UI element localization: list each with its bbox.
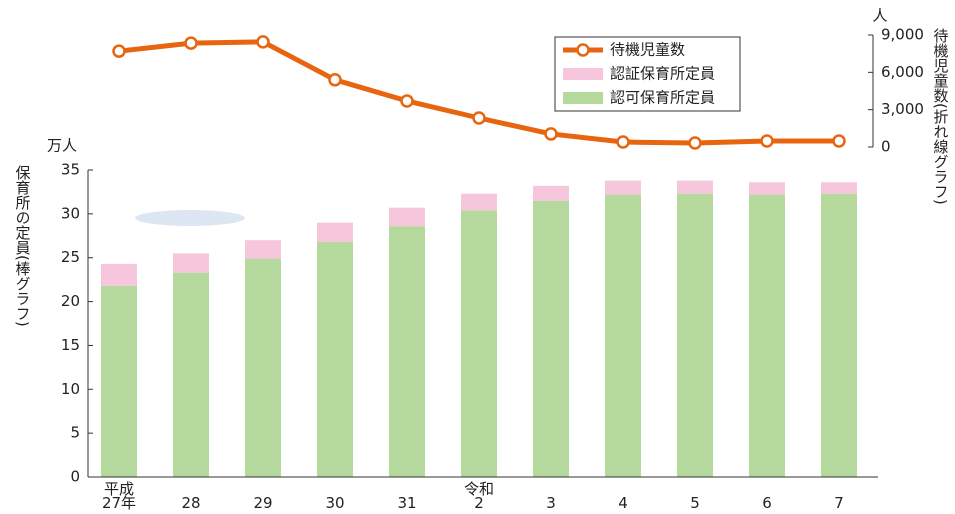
bar (461, 193, 497, 211)
x-tick-label: 6 (762, 494, 772, 512)
bar (605, 180, 641, 195)
x-tick-label: 平成 27年 (102, 480, 136, 512)
line-marker (616, 135, 630, 149)
bar (389, 226, 425, 477)
line-marker (688, 136, 702, 150)
y2-tick-label: 3,000 (881, 100, 924, 118)
legend-swatch (563, 92, 603, 104)
bar (461, 210, 497, 477)
line-marker (832, 134, 846, 148)
line-marker (472, 111, 486, 125)
y-unit: 万人 (47, 137, 77, 155)
y2-tick-label: 6,000 (881, 63, 924, 81)
y-tick-label: 35 (61, 161, 80, 179)
y2-unit: 人 (872, 7, 887, 25)
y-tick-label: 10 (61, 380, 80, 398)
legend-label: 待機児童数 (610, 41, 685, 59)
y-tick-label: 25 (61, 248, 80, 266)
y-tick-label: 15 (61, 336, 80, 354)
line-marker (256, 35, 270, 49)
bar (677, 180, 713, 194)
y-tick-label: 5 (70, 424, 80, 442)
bar (101, 263, 137, 286)
x-tick-label: 31 (397, 494, 416, 512)
x-tick-label: 28 (181, 494, 200, 512)
y-tick-label: 20 (61, 292, 80, 310)
bar (173, 253, 209, 273)
legend-swatch (563, 68, 603, 80)
line-marker (544, 127, 558, 141)
line-marker (328, 73, 342, 87)
legend-marker (576, 43, 590, 57)
bar (317, 222, 353, 242)
y2-tick-label: 9,000 (881, 26, 924, 44)
legend-label: 認証保育所定員 (610, 65, 715, 83)
y2-tick-label: 0 (881, 138, 891, 156)
bar (533, 185, 569, 201)
y-axis-title: 保育所の定員(棒グラフ) (14, 165, 32, 327)
bar (821, 193, 857, 477)
y2-axis-title: 待機児童数(折れ線グラフ) (932, 28, 950, 205)
illustration (135, 210, 245, 226)
bar (677, 193, 713, 477)
legend-label: 認可保育所定員 (610, 89, 715, 107)
x-tick-label: 7 (834, 494, 844, 512)
x-tick-label: 30 (325, 494, 344, 512)
bar (605, 194, 641, 477)
x-tick-label: 29 (253, 494, 272, 512)
bar (533, 200, 569, 477)
x-tick-label: 5 (690, 494, 700, 512)
line-marker (400, 94, 414, 108)
bar (821, 182, 857, 194)
y-tick-label: 30 (61, 204, 80, 222)
bar (245, 258, 281, 477)
line-marker (760, 134, 774, 148)
bar (173, 272, 209, 477)
x-tick-label: 令和 2 (464, 480, 494, 512)
bar (749, 194, 785, 477)
bar (101, 285, 137, 477)
bar (317, 241, 353, 477)
line-marker (184, 36, 198, 50)
y-tick-label: 0 (70, 468, 80, 486)
bar (245, 240, 281, 259)
x-tick-label: 4 (618, 494, 628, 512)
bar (749, 182, 785, 195)
line-marker (112, 44, 126, 58)
bar (389, 207, 425, 227)
x-tick-label: 3 (546, 494, 556, 512)
